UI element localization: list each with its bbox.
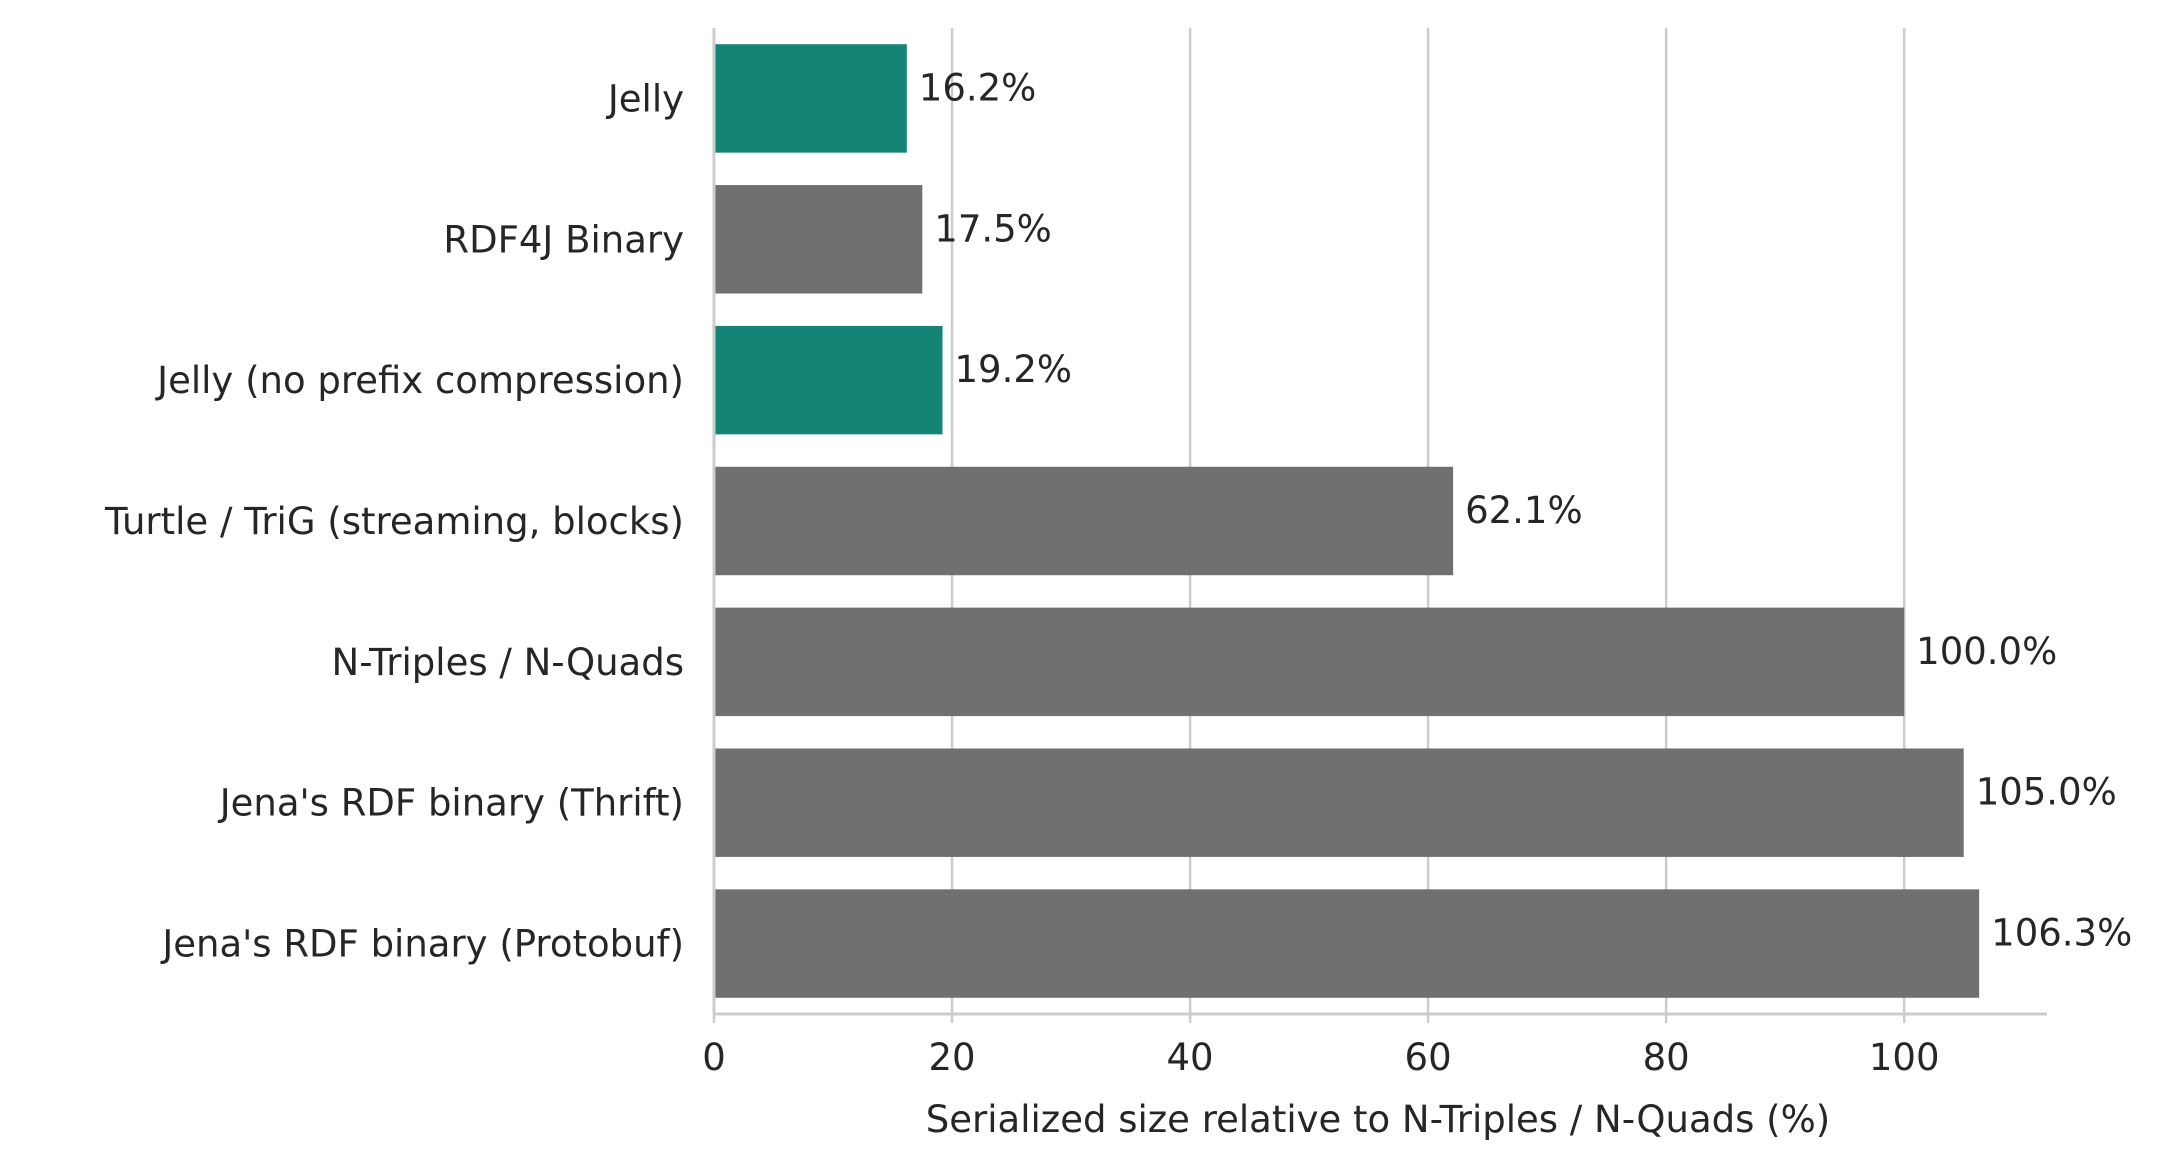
x-axis-title: Serialized size relative to N-Triples / …	[926, 1098, 1830, 1141]
category-label: Jena's RDF binary (Thrift)	[218, 782, 684, 825]
x-tick-label: 0	[702, 1036, 726, 1079]
data-label: 19.2%	[955, 348, 1073, 391]
data-label: 105.0%	[1976, 771, 2117, 814]
axes	[712, 28, 2047, 1023]
bar	[714, 185, 923, 294]
labels: 0 20 40 60 80 100 Jelly 16.2% RDF4J Binary 17.5% J…	[104, 66, 2132, 1079]
x-tick-label: 20	[928, 1036, 975, 1079]
bar	[714, 748, 1964, 857]
bars	[714, 44, 1980, 998]
category-label: RDF4J Binary	[443, 218, 684, 261]
category-label: N-Triples / N-Quads	[332, 641, 684, 684]
category-label: Jelly	[606, 77, 684, 120]
data-label: 62.1%	[1465, 489, 1583, 532]
x-tick-label: 60	[1405, 1036, 1452, 1079]
data-label: 16.2%	[919, 66, 1037, 109]
category-label: Turtle / TriG (streaming, blocks)	[104, 500, 684, 543]
category-label: Jena's RDF binary (Protobuf)	[160, 923, 684, 966]
category-label: Jelly (no prefix compression)	[155, 359, 684, 402]
bar	[714, 325, 943, 435]
x-tick-label: 100	[1869, 1036, 1940, 1079]
data-label: 17.5%	[934, 207, 1052, 250]
bar	[714, 466, 1454, 576]
x-tick-label: 40	[1167, 1036, 1214, 1079]
data-label: 100.0%	[1916, 630, 2057, 673]
bar	[714, 44, 907, 153]
data-label: 106.3%	[1991, 912, 2132, 955]
x-tick-label: 80	[1643, 1036, 1690, 1079]
bar	[714, 607, 1905, 717]
bar	[714, 889, 1980, 998]
